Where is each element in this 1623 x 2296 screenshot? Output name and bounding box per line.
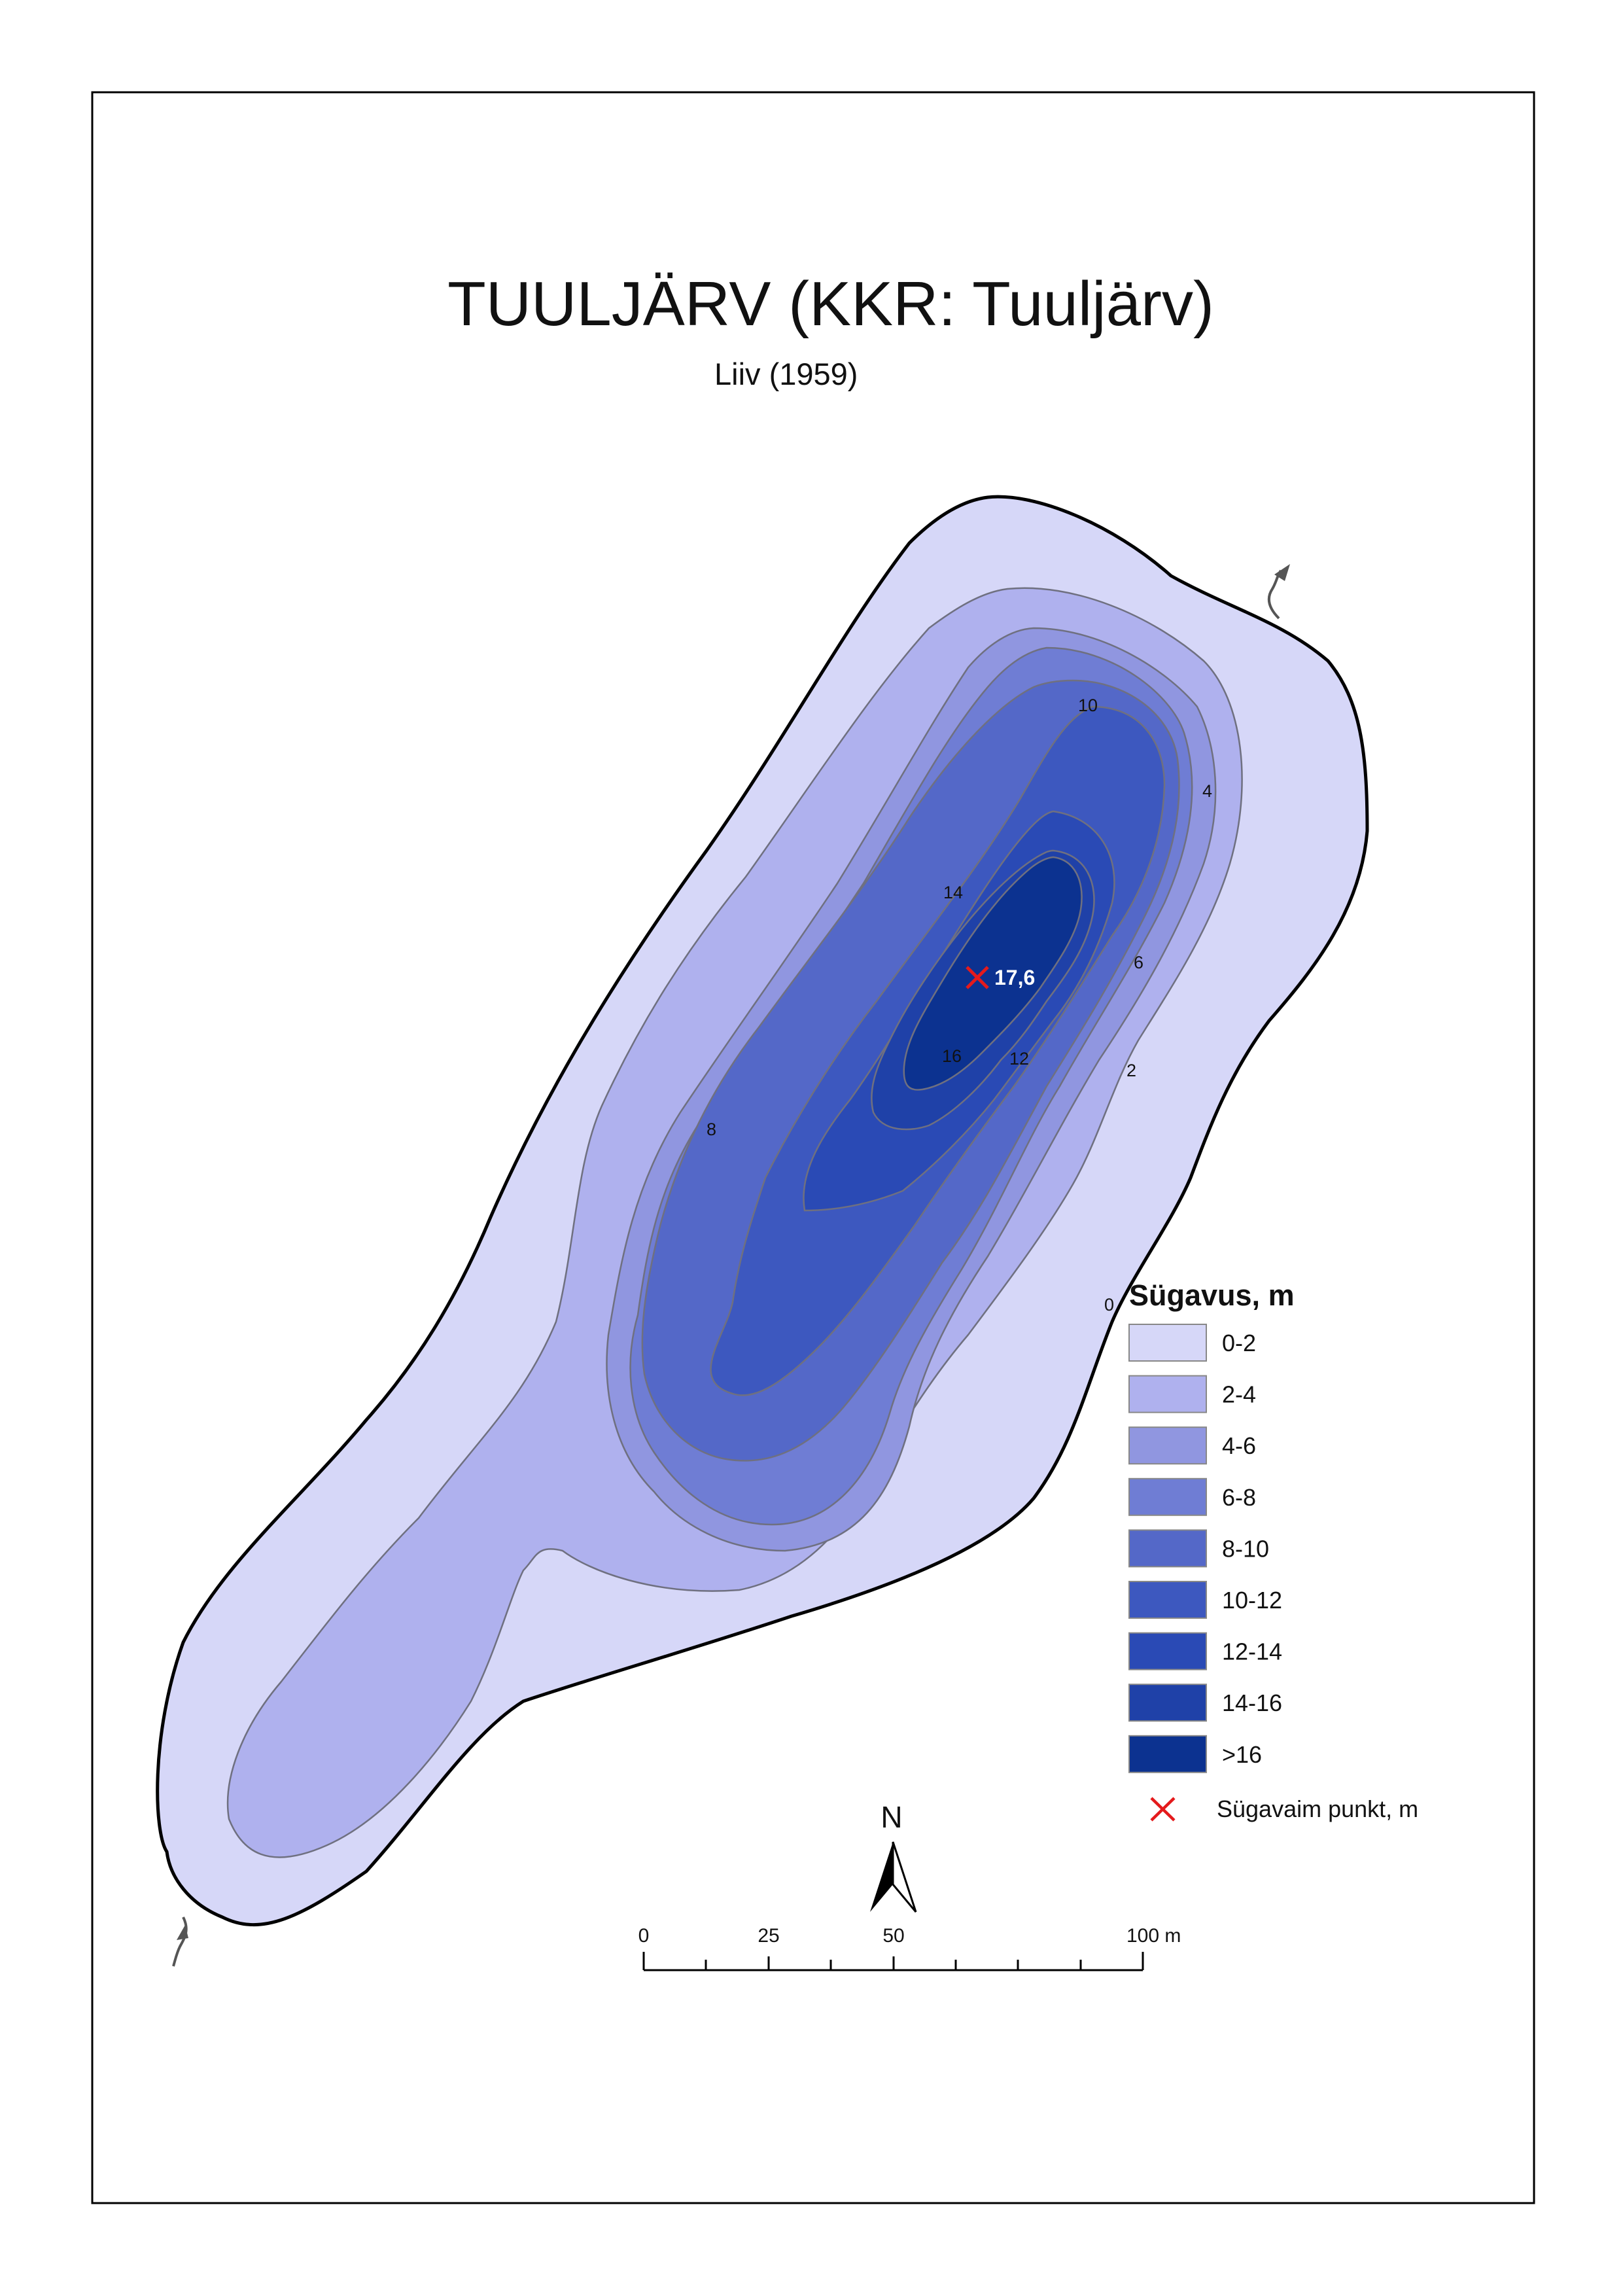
outflow-stream [1267, 564, 1290, 620]
contour-label-4: 4 [1202, 781, 1212, 801]
scale-label-100: 100 m [1126, 1925, 1181, 1947]
legend-swatch-2 [1128, 1426, 1207, 1465]
north-arrow: N [870, 1800, 917, 1913]
contour-labels: 0 2 4 6 8 10 12 14 16 [707, 696, 1212, 1315]
contour-label-8: 8 [707, 1120, 716, 1139]
legend-swatch-8 [1128, 1735, 1207, 1773]
scale-bar [642, 1952, 1144, 1971]
legend-swatch-0 [1128, 1324, 1207, 1362]
contour-label-16: 16 [942, 1046, 962, 1066]
deepest-point-value: 17,6 [994, 966, 1035, 989]
legend-deepest-point-icon [1150, 1797, 1176, 1822]
legend-label-4: 8-10 [1222, 1535, 1269, 1562]
deepest-point-marker-icon [966, 966, 989, 989]
contour-label-0: 0 [1104, 1295, 1114, 1315]
contour-label-12: 12 [1009, 1049, 1029, 1069]
legend-swatch-6 [1128, 1632, 1207, 1670]
legend-title: Sügavus, m [1129, 1279, 1295, 1312]
scale-label-0: 0 [638, 1925, 650, 1947]
legend-label-7: 14-16 [1222, 1689, 1282, 1716]
depth-zones [156, 495, 1369, 1926]
map-title: TUULJÄRV (KKR: Tuuljärv) [447, 269, 1214, 339]
legend-label-2: 4-6 [1222, 1432, 1256, 1459]
legend-label-6: 12-14 [1222, 1638, 1282, 1665]
legend-deepest-point-label: Sügavaim punkt, m [1217, 1795, 1418, 1822]
north-arrow-right-half [892, 1841, 917, 1913]
contour-label-10: 10 [1078, 696, 1098, 715]
depth-zone-over-16 [903, 856, 1083, 1091]
inflow-stream [172, 1916, 188, 1967]
legend-label-5: 10-12 [1222, 1587, 1282, 1614]
legend-label-0: 0-2 [1222, 1330, 1256, 1356]
contour-label-2: 2 [1126, 1061, 1136, 1080]
legend-items: 0-2 2-4 4-6 6-8 8-10 10-12 12-14 14-16 >16 [1128, 1324, 1282, 1773]
scale-bar-labels: 0 25 50 100 m [638, 1925, 1181, 1947]
north-arrow-icon [870, 1842, 893, 1912]
scale-label-25: 25 [758, 1925, 779, 1947]
lake-shoreline [156, 495, 1369, 1926]
legend-label-8: >16 [1222, 1741, 1262, 1768]
deepest-point: 17,6 [966, 966, 1035, 989]
legend: Sügavus, m 0-2 2-4 4-6 6-8 8-10 10-12 12-14 14-… [1128, 1279, 1418, 1822]
contour-label-14: 14 [943, 883, 963, 902]
north-arrow-label: N [881, 1800, 902, 1834]
legend-swatch-3 [1128, 1477, 1207, 1516]
inflow-arrow-icon [177, 1925, 188, 1940]
legend-swatch-4 [1128, 1529, 1207, 1568]
map-subtitle: Liiv (1959) [714, 357, 858, 391]
contour-label-6: 6 [1134, 953, 1143, 972]
outflow-arrow-icon [1274, 564, 1290, 581]
legend-swatch-7 [1128, 1684, 1207, 1722]
legend-label-1: 2-4 [1222, 1381, 1256, 1408]
scale-label-50: 50 [882, 1925, 904, 1947]
legend-label-3: 6-8 [1222, 1484, 1256, 1511]
legend-swatch-1 [1128, 1375, 1207, 1413]
legend-swatch-5 [1128, 1581, 1207, 1619]
